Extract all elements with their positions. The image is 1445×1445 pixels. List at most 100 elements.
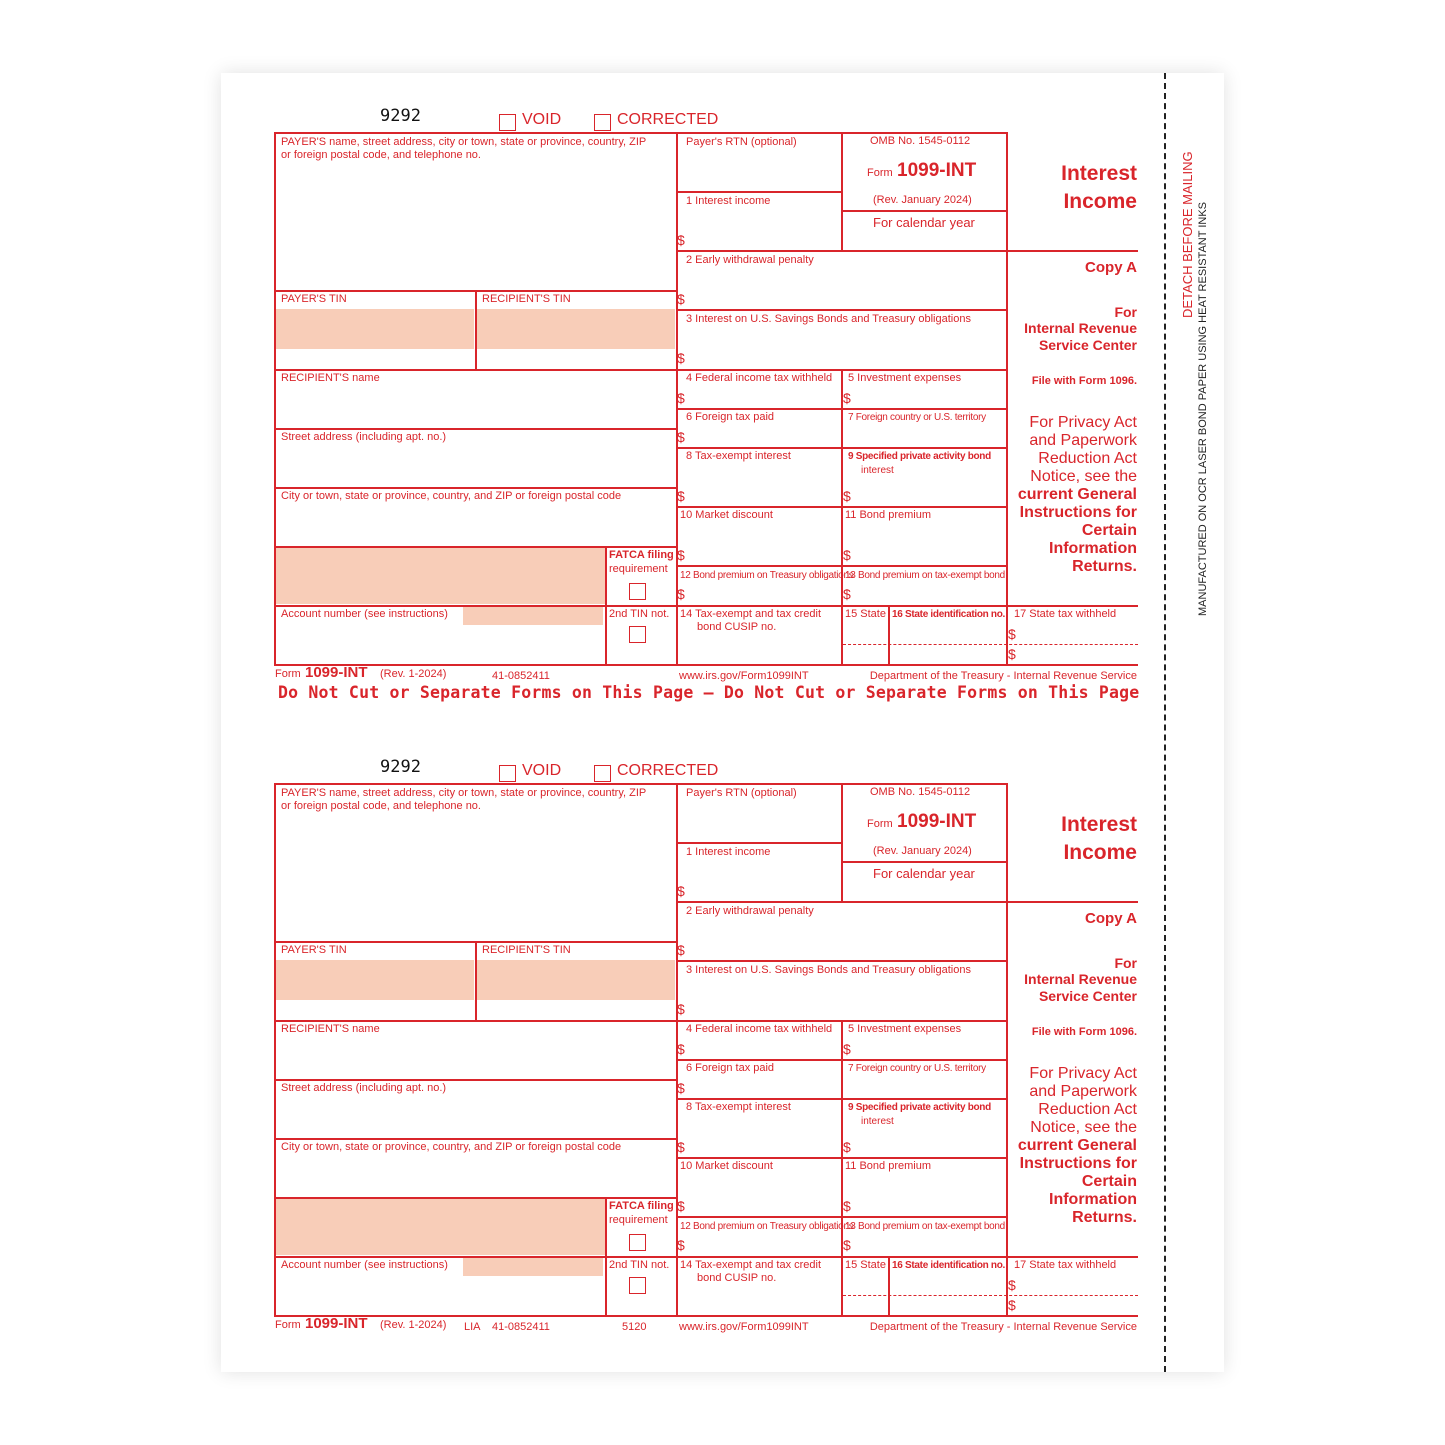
rule-line (676, 1098, 1007, 1100)
rule-line (676, 960, 1007, 962)
for-label: For (1114, 955, 1137, 971)
box17-dollar-sign-2: $ (1008, 1297, 1016, 1313)
corrected-label: CORRECTED (617, 111, 719, 128)
for-label-2: Internal Revenue (1024, 971, 1137, 987)
box11-dollar-sign: $ (843, 1198, 851, 1214)
form-revision: (Rev. January 2024) (873, 845, 972, 857)
form-number: 1099-INT (897, 811, 977, 832)
box16-label: 16 State identification no. (892, 1260, 1006, 1271)
rule-line (274, 428, 676, 430)
payer-tin-label: PAYER'S TIN (281, 293, 347, 305)
rule-line (841, 605, 843, 666)
for-label-3: Service Center (1038, 988, 1137, 1004)
for-label-3: Service Center (1038, 337, 1137, 353)
form-title: Interest (1061, 162, 1137, 185)
box6-dollar-sign: $ (677, 429, 685, 445)
privacy-notice: and Paperwork (1029, 432, 1137, 449)
box4-dollar-sign: $ (677, 390, 685, 406)
rule-line (888, 1256, 890, 1317)
account-number-field (463, 1257, 603, 1276)
form-word: Form (867, 167, 893, 179)
payer-block-label: PAYER'S name, street address, city or to… (281, 136, 647, 148)
box9-dollar-sign: $ (843, 488, 851, 504)
box13-dollar-sign: $ (843, 586, 851, 602)
paper-sheet (221, 73, 1224, 1372)
omb-number: OMB No. 1545-0112 (870, 786, 971, 798)
form-revision: (Rev. January 2024) (873, 194, 972, 206)
box11-dollar-sign: $ (843, 547, 851, 563)
calendar-year-label: For calendar year (873, 215, 975, 230)
box3-dollar-sign: $ (677, 1001, 685, 1017)
fatca-checkbox[interactable] (629, 583, 646, 600)
second-tin-checkbox[interactable] (629, 626, 646, 643)
box14-label: 14 Tax-exempt and tax credit (680, 608, 822, 620)
privacy-notice-bold: current General (1017, 486, 1137, 503)
box5-dollar-sign: $ (843, 1041, 851, 1057)
privacy-notice: Reduction Act (1038, 450, 1137, 467)
rule-line (274, 369, 676, 371)
box1-label: 1 Interest income (686, 195, 771, 207)
footer-form-number: 1099-INT (305, 664, 368, 681)
box2-dollar-sign: $ (677, 942, 685, 958)
box7-label: 7 Foreign country or U.S. territory (848, 412, 986, 423)
rule-line (676, 1059, 1007, 1061)
box1-label: 1 Interest income (686, 846, 771, 858)
ocr-code: 9292 (380, 757, 421, 777)
void-checkbox[interactable] (499, 765, 516, 782)
box12-label: 12 Bond premium on Treasury obligations (680, 1221, 854, 1232)
box16-label: 16 State identification no. (892, 609, 1006, 620)
box2-label: 2 Early withdrawal penalty (686, 905, 814, 917)
fatca-checkbox[interactable] (629, 1234, 646, 1251)
privacy-notice: For Privacy Act (1029, 414, 1137, 431)
box9-dollar-sign: $ (843, 1139, 851, 1155)
corrected-label: CORRECTED (617, 762, 719, 779)
corrected-checkbox[interactable] (594, 765, 611, 782)
second-tin-checkbox[interactable] (629, 1277, 646, 1294)
footer-url: www.irs.gov/Form1099INT (679, 1321, 809, 1333)
box6-dollar-sign: $ (677, 1080, 685, 1096)
privacy-notice-bold: Returns. (1072, 1209, 1137, 1226)
fatca-label-2: requirement (609, 1214, 668, 1226)
dashed-line (843, 1295, 1138, 1296)
rule-line (605, 546, 607, 666)
rule-line (676, 1157, 1007, 1159)
footer-department: Department of the Treasury - Internal Re… (869, 1321, 1137, 1333)
city-label: City or town, state or province, country… (281, 1141, 622, 1153)
detach-cut-line (1164, 73, 1166, 1372)
rule-line (274, 664, 1138, 666)
box11-label: 11 Bond premium (845, 509, 932, 521)
rule-line (841, 132, 843, 250)
recipient-name-label: RECIPIENT'S name (281, 372, 380, 384)
rule-line (841, 1256, 843, 1317)
rule-line (676, 132, 678, 666)
copy-label: Copy A (1085, 910, 1137, 927)
box13-label: 13 Bond premium on tax-exempt bond (845, 570, 1005, 581)
footer-lia: LIA (464, 1321, 481, 1333)
account-number-label: Account number (see instructions) (281, 1259, 448, 1271)
file-with-label: File with Form 1096. (1031, 375, 1137, 387)
form-title: Interest (1061, 813, 1137, 836)
privacy-notice-bold: Returns. (1072, 558, 1137, 575)
payer-block-label: PAYER'S name, street address, city or to… (281, 787, 647, 799)
rtn-label: Payer's RTN (optional) (686, 136, 797, 148)
box17-dollar-sign-2: $ (1008, 646, 1016, 662)
box6-label: 6 Foreign tax paid (686, 411, 775, 423)
corrected-checkbox[interactable] (594, 114, 611, 131)
manufactured-notice: MANUFACTURED ON OCR LASER BOND PAPER USI… (1197, 202, 1209, 616)
rule-line (274, 1138, 676, 1140)
payer-block-label-2: or foreign postal code, and telephone no… (281, 800, 481, 812)
footer-revision: (Rev. 1-2024) (380, 668, 447, 680)
privacy-notice: and Paperwork (1029, 1083, 1137, 1100)
box10-dollar-sign: $ (677, 547, 685, 563)
rule-line (888, 605, 890, 666)
rule-line (274, 487, 676, 489)
copy-label: Copy A (1085, 259, 1137, 276)
rule-line (475, 941, 477, 1020)
rule-line (676, 191, 841, 193)
footer-url: www.irs.gov/Form1099INT (679, 670, 809, 682)
void-checkbox[interactable] (499, 114, 516, 131)
box5-label: 5 Investment expenses (848, 1023, 962, 1035)
recipient-tin-label: RECIPIENT'S TIN (482, 293, 571, 305)
rule-line (841, 210, 1007, 212)
box17-label: 17 State tax withheld (1014, 1259, 1117, 1271)
